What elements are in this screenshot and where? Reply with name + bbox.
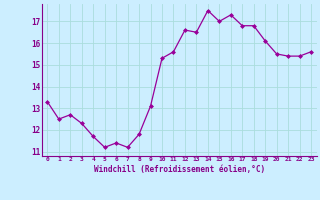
X-axis label: Windchill (Refroidissement éolien,°C): Windchill (Refroidissement éolien,°C) — [94, 165, 265, 174]
